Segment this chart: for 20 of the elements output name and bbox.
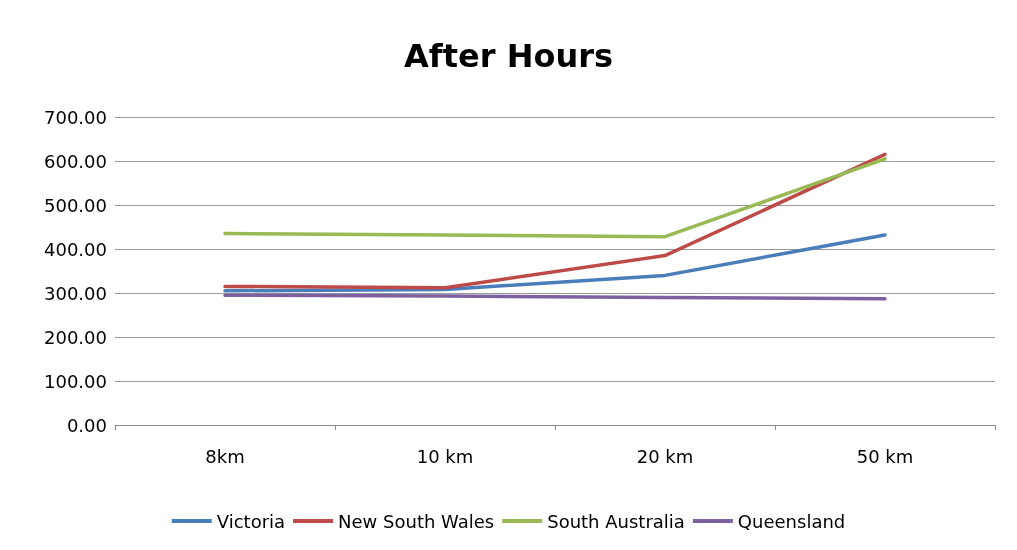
line-series [223,233,887,293]
y-tick-label: 200.00 [44,326,107,348]
y-tick-label: 100.00 [44,370,107,392]
y-tick-label: 400.00 [44,238,107,260]
y-tick-label: 500.00 [44,194,107,216]
y-tick-label: 300.00 [44,282,107,304]
legend-label: South Australia [547,510,685,532]
line-series [223,152,887,290]
y-tick-label: 0.00 [66,414,107,436]
x-tick-label: 20 km [636,445,694,467]
legend-label: Victoria [216,510,286,532]
y-tick-label: 700.00 [44,106,107,128]
line-series [223,157,887,239]
legend-label: Queensland [737,510,846,532]
x-tick-label: 10 km [416,445,474,467]
y-tick-label: 600.00 [44,150,107,172]
x-tick-label: 50 km [856,445,914,467]
x-tick-label: 8km [205,445,245,467]
chart-title: After Hours [404,37,613,75]
legend-label: New South Wales [338,510,495,532]
